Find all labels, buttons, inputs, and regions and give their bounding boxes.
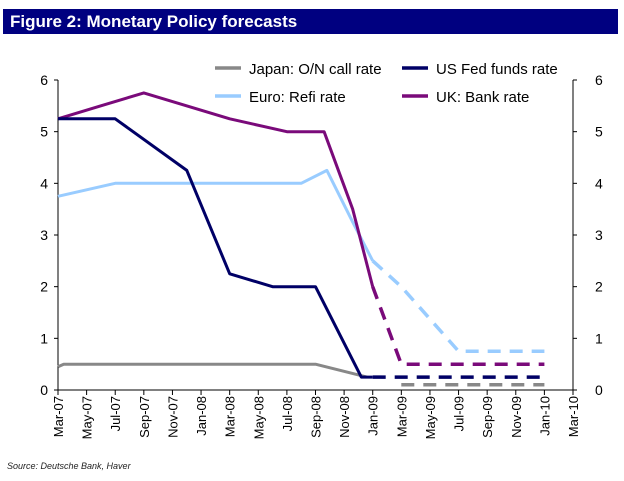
chart-axes: 0 0 1 1 2 2 3 3 4 4 5 5 6 6 Mar-07 May-07 Jul-07 Sep-07 No… — [40, 72, 603, 439]
y-tick-label-right: 4 — [595, 175, 603, 191]
series-line-uk-forecast — [371, 286, 545, 366]
y-tick-label-right: 0 — [595, 382, 603, 398]
x-tick-label: Sep-08 — [309, 396, 324, 438]
y-tick-label-left: 4 — [40, 175, 48, 191]
y-tick-label-left: 2 — [40, 279, 48, 295]
x-tick-label: Jan-09 — [366, 396, 381, 436]
series-line-japan-actual — [57, 362, 368, 379]
x-tick-label: Mar-10 — [566, 396, 581, 437]
x-tick-label: Jul-08 — [280, 396, 295, 431]
legend-label-euro: Euro: Refi rate — [249, 89, 346, 106]
figure-title-bar: Figure 2: Monetary Policy forecasts — [3, 9, 618, 34]
series-line-euro-forecast — [371, 259, 545, 354]
x-tick-label: Nov-08 — [337, 396, 352, 438]
series-line-us-actual — [58, 117, 373, 379]
series-line-euro-actual — [57, 168, 375, 262]
x-tick-label: Mar-07 — [51, 396, 66, 437]
legend-label-japan: Japan: O/N call rate — [249, 61, 382, 78]
x-tick-label: Mar-09 — [394, 396, 409, 437]
x-tick-label: May-09 — [423, 396, 438, 439]
x-tick-label: Jan-10 — [537, 396, 552, 436]
y-tick-label-right: 5 — [595, 124, 603, 140]
y-tick-label-left: 0 — [40, 382, 48, 398]
y-tick-label-left: 6 — [40, 72, 48, 88]
x-tick-label: Nov-09 — [509, 396, 524, 438]
x-tick-label: Mar-08 — [223, 396, 238, 437]
x-tick-label: Jan-08 — [194, 396, 209, 436]
chart-legend: Japan: O/N call rate US Fed funds rate Eur… — [215, 61, 558, 106]
legend-label-uk: UK: Bank rate — [436, 89, 529, 106]
y-tick-label-right: 3 — [595, 227, 603, 243]
y-tick-label-right: 2 — [595, 279, 603, 295]
x-tick-label: Nov-07 — [165, 396, 180, 438]
x-tick-label: Jul-07 — [108, 396, 123, 431]
figure-title: Figure 2: Monetary Policy forecasts — [10, 12, 298, 31]
x-tick-label: Jul-09 — [452, 396, 467, 431]
y-tick-label-right: 1 — [595, 330, 603, 346]
series-line-uk-actual — [57, 91, 375, 288]
y-tick-label-left: 1 — [40, 330, 48, 346]
x-tick-label: May-08 — [251, 396, 266, 439]
source-note: Source: Deutsche Bank, Haver — [7, 461, 131, 471]
chart-series — [57, 91, 545, 387]
y-tick-label-right: 6 — [595, 72, 603, 88]
y-tick-label-left: 3 — [40, 227, 48, 243]
x-tick-label: Sep-09 — [480, 396, 495, 438]
x-tick-label: Sep-07 — [137, 396, 152, 438]
y-tick-label-left: 5 — [40, 124, 48, 140]
x-tick-label: May-07 — [80, 396, 95, 439]
legend-label-us: US Fed funds rate — [436, 61, 558, 78]
